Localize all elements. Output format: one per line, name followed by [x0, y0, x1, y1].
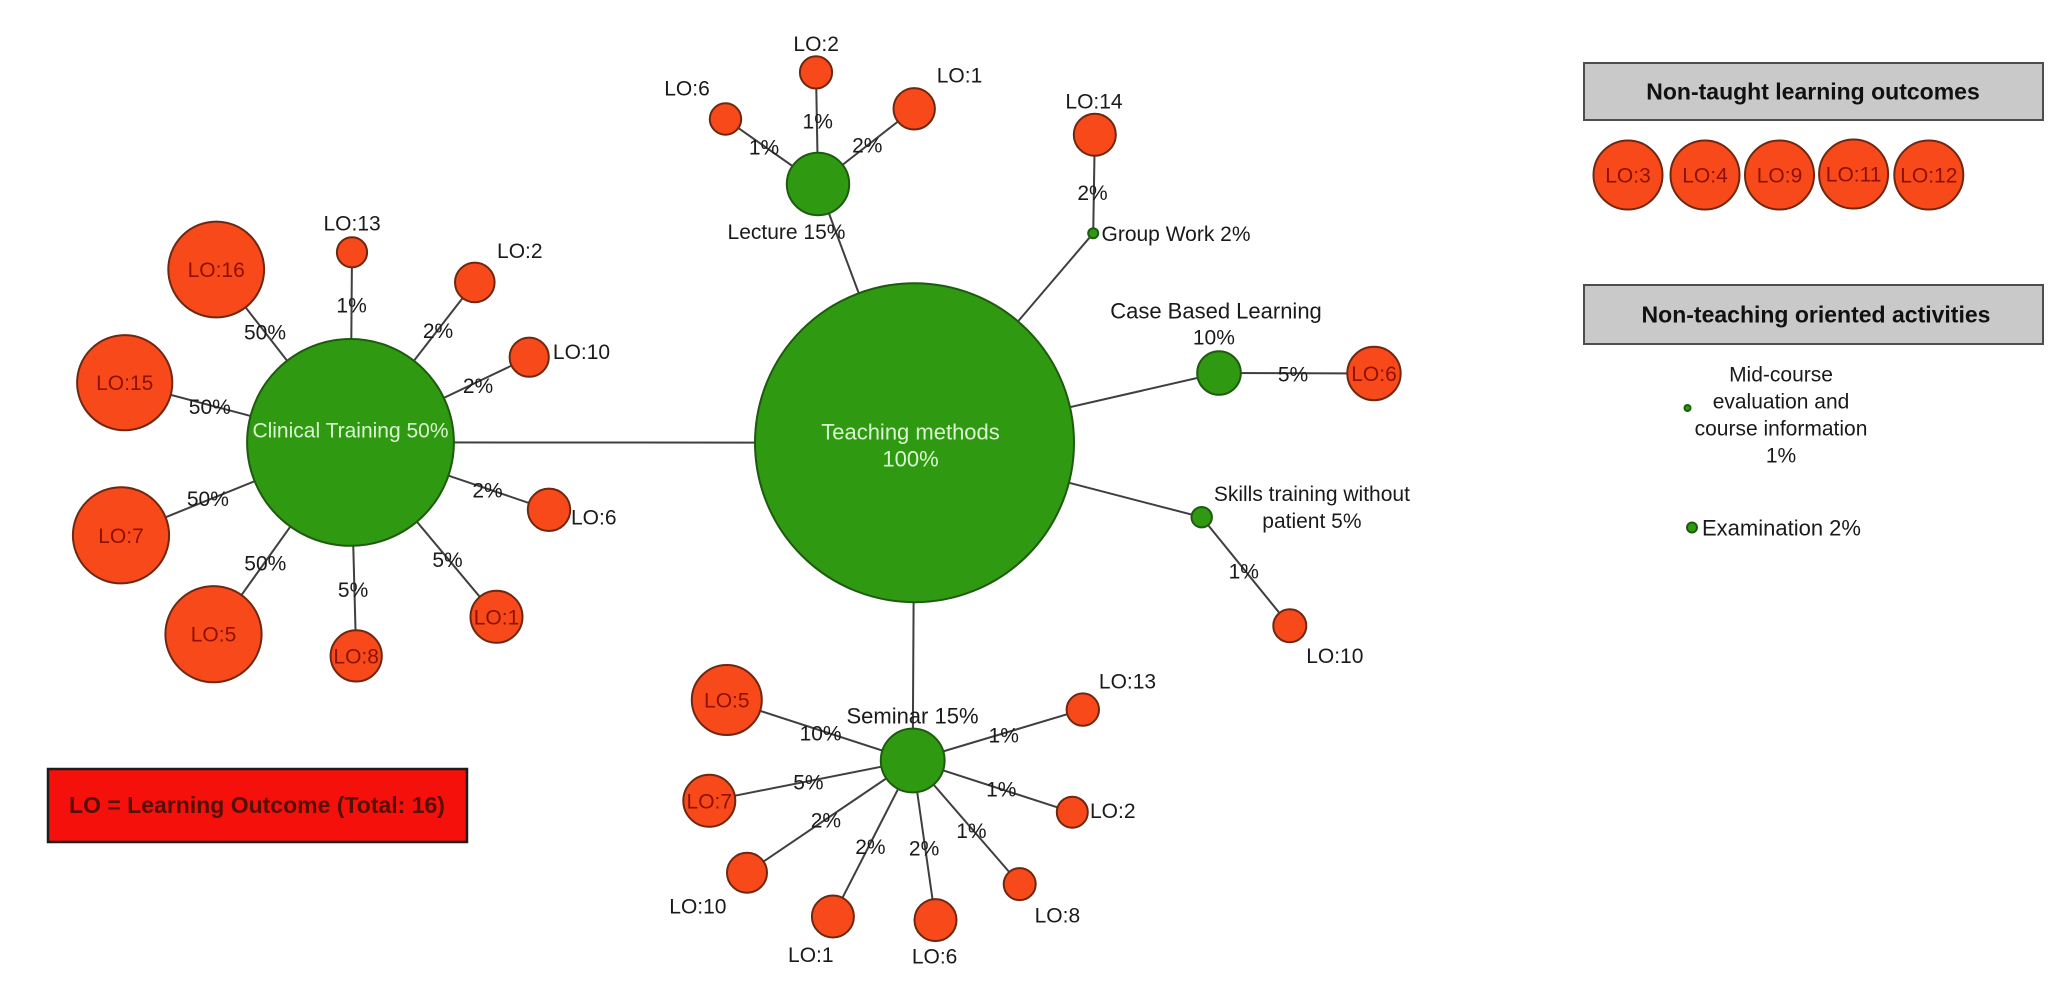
svg-text:2%: 2% [423, 320, 453, 343]
svg-text:2%: 2% [463, 375, 493, 398]
svg-text:Group Work 2%: Group Work 2% [1102, 223, 1251, 246]
svg-text:5%: 5% [338, 579, 368, 602]
svg-text:1%: 1% [986, 779, 1016, 802]
svg-text:LO:5: LO:5 [704, 690, 750, 713]
svg-text:evaluation and: evaluation and [1713, 391, 1850, 414]
svg-text:50%: 50% [244, 322, 286, 345]
svg-text:LO:7: LO:7 [687, 790, 733, 813]
svg-text:1%: 1% [336, 295, 366, 318]
svg-text:1%: 1% [956, 820, 986, 843]
svg-text:LO:10: LO:10 [1306, 645, 1363, 668]
svg-text:LO:11: LO:11 [1826, 164, 1882, 187]
svg-text:1%: 1% [1229, 561, 1259, 584]
svg-text:Lecture 15%: Lecture 15% [728, 221, 846, 244]
svg-text:50%: 50% [189, 396, 231, 419]
svg-text:LO:14: LO:14 [1065, 90, 1123, 113]
svg-text:LO:6: LO:6 [1351, 363, 1397, 386]
svg-text:Non-teaching oriented activiti: Non-teaching oriented activities [1642, 302, 1991, 328]
svg-text:10%: 10% [800, 723, 842, 746]
svg-text:Examination 2%: Examination 2% [1702, 515, 1861, 540]
svg-text:1%: 1% [989, 725, 1019, 748]
svg-text:50%: 50% [187, 488, 229, 511]
svg-text:LO:1: LO:1 [937, 65, 983, 88]
svg-text:LO:10: LO:10 [669, 896, 726, 919]
svg-text:LO:6: LO:6 [571, 507, 617, 530]
svg-text:Seminar 15%: Seminar 15% [846, 704, 978, 729]
svg-text:course information: course information [1695, 418, 1868, 441]
svg-text:Case Based Learning: Case Based Learning [1110, 298, 1322, 323]
svg-text:LO:8: LO:8 [1035, 904, 1081, 927]
svg-text:LO:1: LO:1 [474, 606, 520, 629]
svg-text:LO:3: LO:3 [1605, 165, 1651, 188]
svg-text:5%: 5% [793, 772, 823, 795]
svg-text:LO:13: LO:13 [1099, 671, 1156, 694]
svg-text:LO:13: LO:13 [323, 213, 380, 236]
svg-text:5%: 5% [432, 549, 462, 572]
svg-text:LO:6: LO:6 [912, 945, 958, 968]
svg-text:LO:15: LO:15 [96, 372, 153, 395]
svg-text:LO:10: LO:10 [553, 341, 610, 364]
svg-text:LO:6: LO:6 [664, 78, 710, 101]
svg-text:LO:2: LO:2 [497, 240, 543, 263]
svg-text:LO:7: LO:7 [98, 525, 144, 548]
svg-text:LO = Learning Outcome (Total:: LO = Learning Outcome (Total: 16) [69, 792, 445, 818]
svg-text:Non-taught learning outcomes: Non-taught learning outcomes [1646, 79, 1980, 105]
svg-text:1%: 1% [1766, 445, 1796, 468]
svg-text:1%: 1% [749, 137, 779, 160]
svg-text:2%: 2% [909, 838, 939, 861]
svg-text:5%: 5% [1278, 364, 1308, 387]
svg-text:LO:2: LO:2 [793, 33, 839, 56]
svg-text:LO:2: LO:2 [1090, 800, 1136, 823]
svg-text:LO:5: LO:5 [191, 624, 237, 647]
svg-text:LO:12: LO:12 [1900, 165, 1957, 188]
svg-text:2%: 2% [852, 134, 882, 157]
svg-text:10%: 10% [1193, 327, 1235, 350]
svg-text:LO:8: LO:8 [333, 645, 379, 668]
svg-text:Teaching methods: Teaching methods [821, 420, 1000, 445]
svg-text:Mid-course: Mid-course [1729, 364, 1833, 387]
svg-text:patient 5%: patient 5% [1262, 510, 1361, 533]
svg-text:Clinical Training 50%: Clinical Training 50% [252, 420, 448, 443]
svg-text:LO:1: LO:1 [788, 944, 834, 967]
svg-text:LO:16: LO:16 [188, 259, 245, 282]
svg-text:50%: 50% [244, 553, 286, 576]
svg-text:2%: 2% [1077, 182, 1107, 205]
svg-text:2%: 2% [811, 809, 841, 832]
svg-text:2%: 2% [855, 836, 885, 859]
svg-text:Skills training without: Skills training without [1214, 483, 1410, 506]
svg-text:1%: 1% [803, 110, 833, 133]
svg-text:2%: 2% [472, 480, 502, 503]
svg-text:LO:9: LO:9 [1757, 165, 1803, 188]
svg-text:100%: 100% [882, 447, 938, 472]
svg-text:LO:4: LO:4 [1682, 165, 1728, 188]
